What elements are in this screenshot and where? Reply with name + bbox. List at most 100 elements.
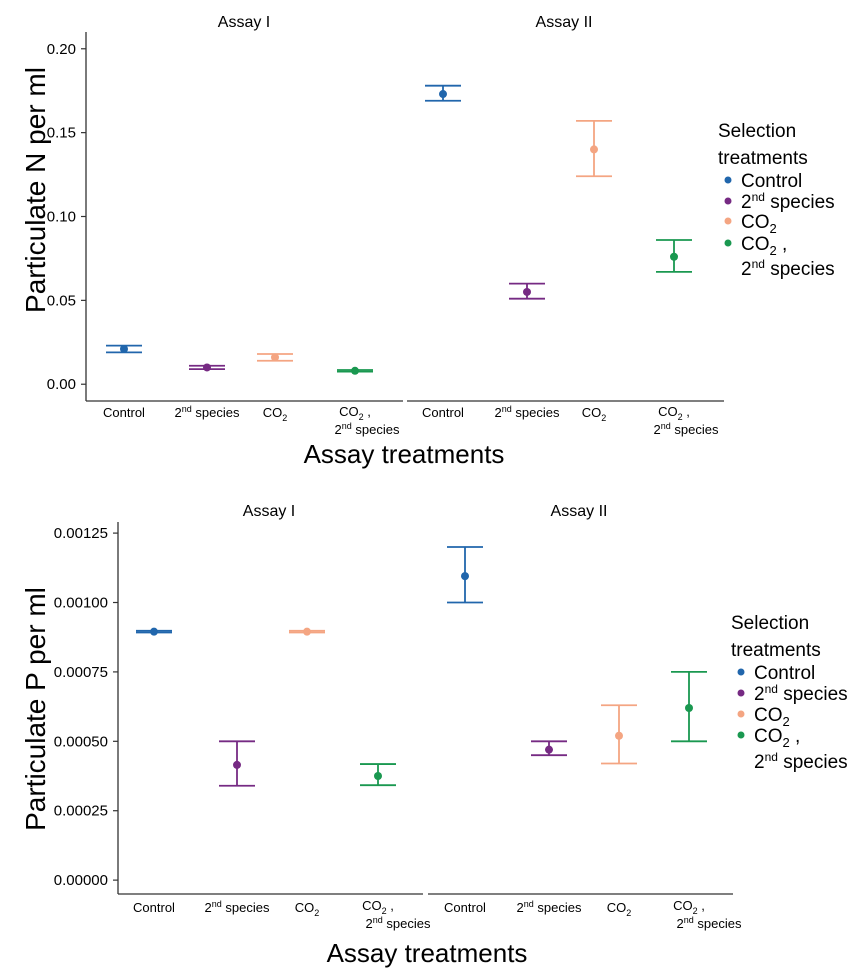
chart-particulate-n: Particulate N per ml 0.00 0.05 0.10 0.15 0.2… [20,14,835,469]
data-point [523,287,531,296]
errorbar-point [425,84,461,102]
errorbar-point [106,344,142,354]
errorbar-point [289,627,325,636]
errorbar-point [509,282,545,300]
legend-label-co2-2nd-species: CO2 , [754,726,800,750]
x-tick-label-2nd-species: 2nd species [495,404,560,420]
facet-panel-assay-i: Assay I [117,503,423,895]
facet-panel-assay-i: Assay I [85,14,403,402]
data-point [685,704,693,712]
x-tick-label-2nd-species: 2nd species [175,404,240,420]
x-tick-label-co2: CO2 [582,405,607,423]
errorbar-point [337,366,373,375]
x-tick-label-2nd-species: 2nd species [517,899,582,915]
x-tick-label-co2-2nd-species-line2: 2nd species [366,915,431,931]
errorbar-point [447,546,483,604]
facet-panel-assay-ii: Assay II [407,14,724,402]
legend-label-control: Control [754,663,815,684]
data-point [351,366,359,375]
legend-label-2nd-species: 2nd species [741,190,835,213]
y-axis: 0.00 0.05 0.10 0.15 0.20 [47,41,86,393]
data-point [303,627,311,636]
x-tick-label-co2-2nd-species-line2: 2nd species [677,915,742,931]
x-tick-label-co2-2nd-species: CO2 , [673,898,705,916]
x-tick-label-control: Control [103,405,145,420]
legend-title-line1: Selection [731,613,809,634]
legend-label-co2-2nd-species: CO2 , [741,234,787,258]
legend-label-co2: CO2 [741,212,777,236]
facet-label: Assay I [243,503,295,520]
errorbar-point [219,740,255,787]
legend-label-2nd-species: 2nd species [754,682,848,705]
errorbar-point [531,740,567,757]
errorbar-point [136,627,172,636]
x-tick-labels-assay-ii: Control 2nd species CO2 CO2 , 2nd specie… [444,898,742,931]
errorbar-point [257,353,293,362]
x-tick-label-control: Control [444,900,486,915]
data-point [120,345,128,354]
errorbar-point [601,704,637,765]
x-tick-label-control: Control [422,405,464,420]
facet-panel-assay-ii: Assay II [428,503,733,895]
x-tick-label-2nd-species: 2nd species [205,899,270,915]
chart-particulate-p: Particulate P per ml 0.00000 0.00025 0.000… [20,503,848,968]
legend: Selection treatments Control 2nd species… [731,613,848,773]
data-point [374,772,382,781]
legend-key-co2-2nd-species [724,239,732,247]
y-tick-label: 0.00100 [54,595,108,612]
legend-title-line1: Selection [718,121,796,142]
errorbar-point [576,119,612,178]
legend-key-2nd-species [724,197,732,205]
data-point [670,252,678,261]
x-tick-label-co2-2nd-species: CO2 , [658,404,690,422]
y-tick-label: 0.00000 [54,872,108,889]
data-point [233,760,241,769]
legend-key-co2 [724,217,732,225]
x-tick-label-co2-2nd-species: CO2 , [339,404,371,422]
x-tick-label-co2-2nd-species-line2: 2nd species [654,421,719,437]
legend-label-co2-2nd-species-line2: 2nd species [754,750,848,773]
data-point [615,731,623,740]
legend: Selection treatments Control 2nd species… [718,121,835,280]
x-tick-labels-assay-ii: Control 2nd species CO2 CO2 , 2nd specie… [422,404,719,437]
legend-key-2nd-species [737,689,745,697]
legend-title-line2: treatments [718,148,808,169]
legend-label-co2-2nd-species-line2: 2nd species [741,257,835,280]
x-tick-labels-assay-i: Control 2nd species CO2 CO2 , 2nd specie… [133,898,431,931]
y-tick-label: 0.05 [47,292,76,309]
x-tick-label-co2: CO2 [263,405,288,423]
legend-title-line2: treatments [731,640,821,661]
legend-label-control: Control [741,171,802,192]
y-tick-label: 0.20 [47,41,76,58]
facet-label: Assay I [218,14,270,31]
facet-label: Assay II [551,503,608,520]
data-marks [136,546,707,787]
x-tick-label-co2: CO2 [607,900,632,918]
legend-key-control [724,176,732,184]
x-tick-labels-assay-i: Control 2nd species CO2 CO2 , 2nd specie… [103,404,400,437]
y-axis-title: Particulate P per ml [20,587,51,831]
y-tick-label: 0.00025 [54,803,108,820]
x-tick-label-co2-2nd-species: CO2 , [362,898,394,916]
errorbar-point [656,239,692,273]
y-tick-label: 0.00 [47,376,76,393]
errorbar-point [189,363,225,372]
legend-key-control [737,668,745,676]
data-point [271,353,279,362]
x-tick-label-control: Control [133,900,175,915]
data-point [439,90,447,99]
y-axis: 0.00000 0.00025 0.00050 0.00075 0.00100 0.001… [54,525,118,889]
errorbar-point [671,671,707,743]
data-point [545,745,553,754]
data-point [590,145,598,154]
x-tick-label-co2-2nd-species-line2: 2nd species [335,421,400,437]
y-tick-label: 0.00050 [54,733,108,750]
y-tick-label: 0.00125 [54,525,108,542]
data-point [203,363,211,372]
legend-key-co2 [737,710,745,718]
y-tick-label: 0.10 [47,209,76,226]
data-point [150,627,158,636]
x-axis-title: Assay treatments [327,938,528,968]
legend-key-co2-2nd-species [737,731,745,739]
errorbar-point [360,763,396,787]
